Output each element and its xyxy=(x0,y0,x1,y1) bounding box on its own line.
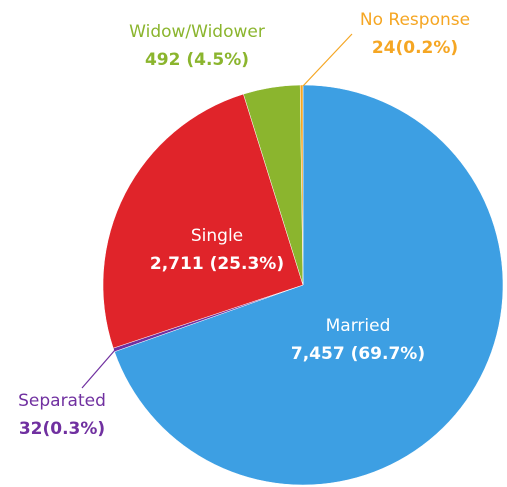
slice-value-label: 2,711 (25.3%) xyxy=(150,254,284,274)
pie xyxy=(102,84,504,486)
slice-value-label: 492 (4.5%) xyxy=(145,50,249,70)
pie-slice xyxy=(114,84,504,486)
slice-value-label: 32(0.3%) xyxy=(19,419,105,439)
slice-label: Single xyxy=(191,226,243,246)
slice-label: Widow/Widower xyxy=(129,22,265,42)
slice-value-label: 7,457 (69.7%) xyxy=(291,344,425,364)
pie-slice xyxy=(299,84,304,286)
slice-label: Married xyxy=(326,316,391,336)
slice-value-label: 24(0.2%) xyxy=(372,38,458,58)
slice-label: No Response xyxy=(360,10,470,30)
slice-label: Separated xyxy=(18,391,106,411)
leader-line xyxy=(302,33,353,87)
pie-slice xyxy=(102,93,304,349)
leader-line xyxy=(81,349,116,389)
